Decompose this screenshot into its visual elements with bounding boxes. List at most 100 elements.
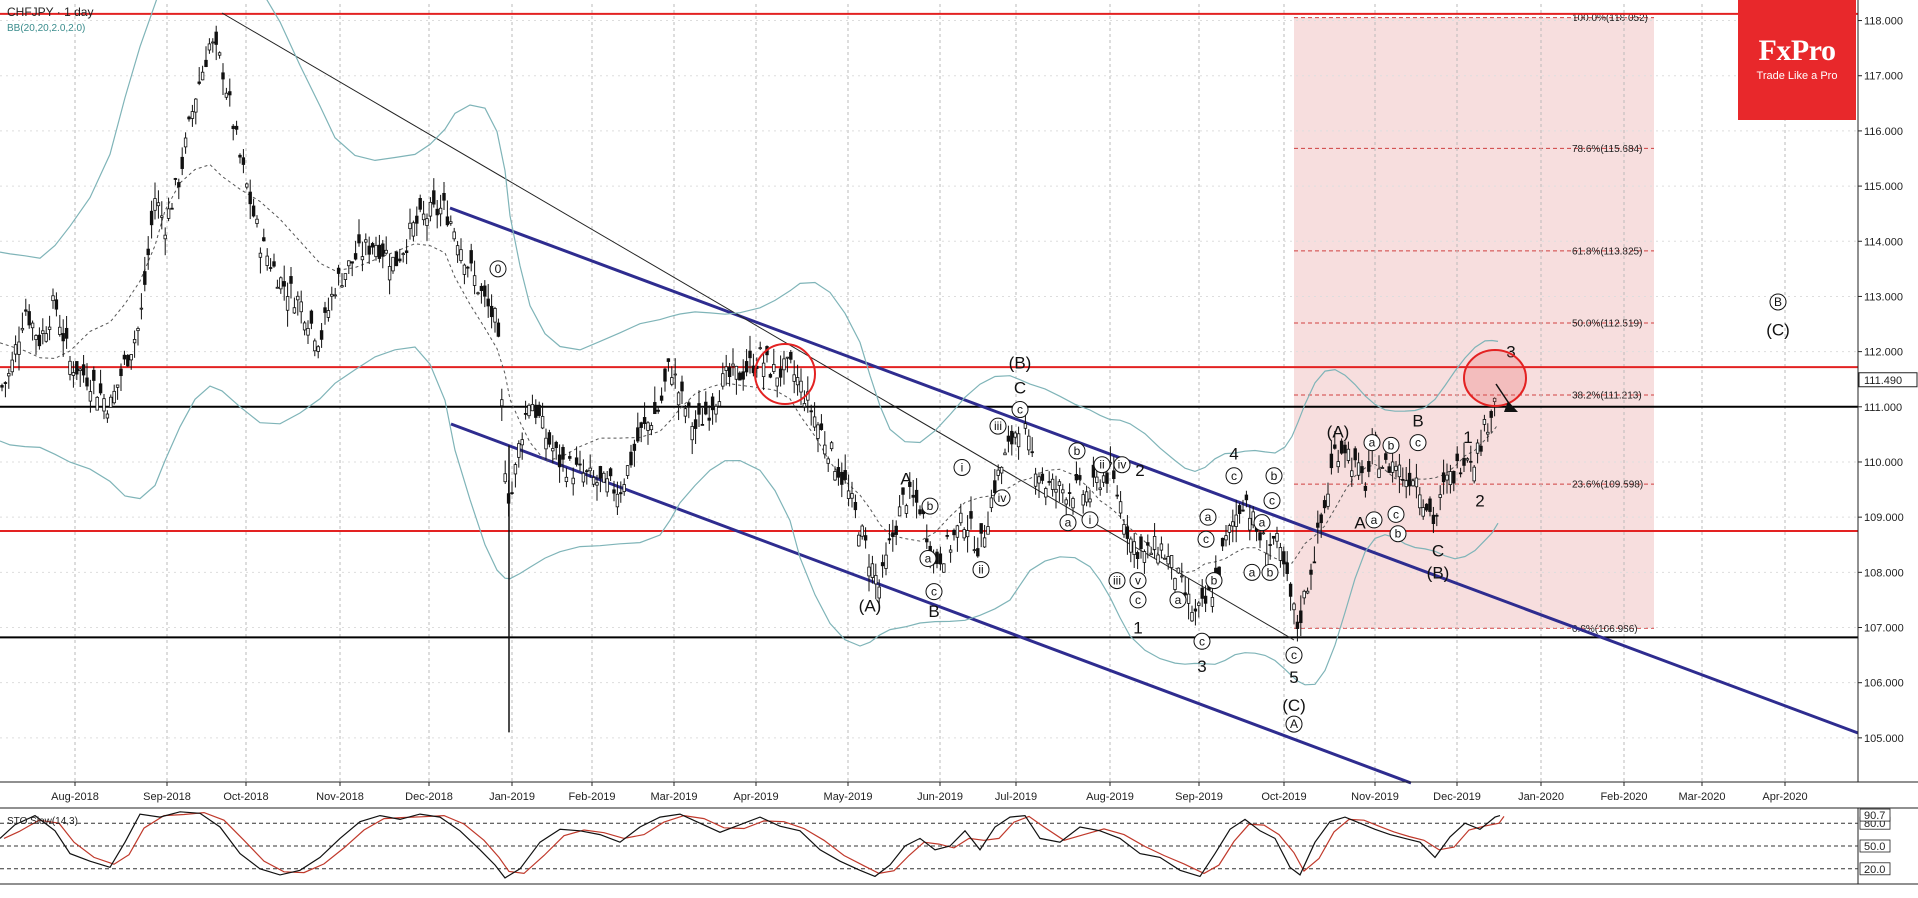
candle <box>1149 552 1153 555</box>
candle <box>13 344 18 355</box>
candle <box>183 137 188 148</box>
candle <box>71 372 76 376</box>
candle <box>663 368 667 382</box>
candle <box>353 253 358 260</box>
candle <box>646 422 650 431</box>
candle <box>585 470 589 473</box>
candle <box>367 245 371 255</box>
candle <box>918 509 922 515</box>
candle <box>78 368 82 371</box>
wave-label-circle <box>1285 715 1303 733</box>
candle <box>381 243 385 257</box>
candle <box>911 494 915 498</box>
wave-label: B <box>1774 295 1782 309</box>
candle <box>1057 481 1062 486</box>
wave-label: i <box>1089 513 1092 527</box>
bb-middle <box>0 164 1499 574</box>
candle <box>629 451 633 466</box>
candle <box>782 358 786 371</box>
candle <box>982 537 987 548</box>
candle <box>472 275 477 286</box>
wave-label: c <box>1415 436 1421 450</box>
candle <box>554 441 558 449</box>
candle <box>343 273 348 280</box>
y-tick-label: 107.000 <box>1864 623 1904 635</box>
x-tick-label: Feb-2019 <box>568 791 615 803</box>
candle <box>1486 431 1490 435</box>
candle <box>3 382 8 384</box>
candle <box>1380 467 1385 469</box>
candle <box>734 365 739 380</box>
candle <box>1129 538 1133 553</box>
wave-label: a <box>1175 593 1182 607</box>
candle <box>870 563 875 578</box>
fib-label: 78.6%(115.684) <box>1572 144 1642 155</box>
candle <box>608 468 613 477</box>
wave-label: a <box>1259 516 1266 530</box>
candle <box>496 322 501 337</box>
candle <box>1346 448 1351 461</box>
y-tick-label: 110.000 <box>1864 457 1903 469</box>
candle <box>1414 477 1419 488</box>
candle <box>1156 554 1160 564</box>
stochastic-label: STO Slow(14,3) <box>7 816 78 827</box>
candle <box>823 444 827 455</box>
current-price-box <box>1858 372 1918 388</box>
candle <box>190 111 195 119</box>
candle <box>316 346 320 352</box>
indicator-label: BB(20,20,2.0,2.0) <box>7 23 85 34</box>
x-tick-label: Jul-2019 <box>995 791 1037 803</box>
y-tick-label: 114.000 <box>1864 236 1903 248</box>
candle <box>1367 461 1371 472</box>
candle <box>486 298 490 307</box>
candle <box>231 125 235 130</box>
candle <box>1163 557 1167 560</box>
candle <box>149 210 154 226</box>
candle <box>772 364 776 372</box>
candle <box>632 443 637 451</box>
candle <box>1200 587 1204 599</box>
candle <box>1064 499 1068 505</box>
candle <box>217 52 222 56</box>
candle <box>146 248 150 256</box>
candle <box>466 266 470 269</box>
candle <box>819 423 824 430</box>
candle <box>275 286 280 289</box>
wave-label-circle <box>1265 467 1283 485</box>
wave-label: B <box>1412 412 1423 431</box>
candle <box>1438 494 1442 498</box>
wave-label: b <box>1074 444 1081 458</box>
y-tick-label: 117.000 <box>1864 71 1903 83</box>
x-tick-label: Feb-2020 <box>1600 791 1647 803</box>
candle <box>683 408 688 417</box>
candle <box>687 402 691 407</box>
candle <box>37 334 42 347</box>
wave-label: c <box>1393 507 1399 521</box>
candle <box>1424 503 1429 511</box>
candle <box>1220 537 1225 547</box>
bb-lower <box>0 346 1499 686</box>
candle <box>163 234 167 240</box>
candle <box>1261 532 1266 535</box>
x-tick-label: Nov-2019 <box>1351 791 1399 803</box>
candle <box>105 413 110 419</box>
wave-label-circle <box>1263 492 1281 510</box>
candle <box>81 364 86 376</box>
candle <box>510 492 514 494</box>
candle <box>51 295 55 302</box>
wave-label-circle <box>1081 511 1099 529</box>
candle <box>404 250 409 254</box>
candle <box>955 525 960 538</box>
wave-label-circle <box>1011 401 1029 419</box>
candle <box>1224 535 1228 541</box>
candle <box>999 466 1004 474</box>
candle <box>64 327 69 339</box>
candle <box>177 182 181 188</box>
candle <box>129 354 133 361</box>
x-tick-label: Jan-2020 <box>1518 791 1564 803</box>
candle <box>85 377 89 387</box>
candle <box>874 574 878 585</box>
wave-label: 3 <box>1506 343 1515 362</box>
candle <box>374 244 378 258</box>
y-tick-label: 118.000 <box>1864 16 1903 28</box>
